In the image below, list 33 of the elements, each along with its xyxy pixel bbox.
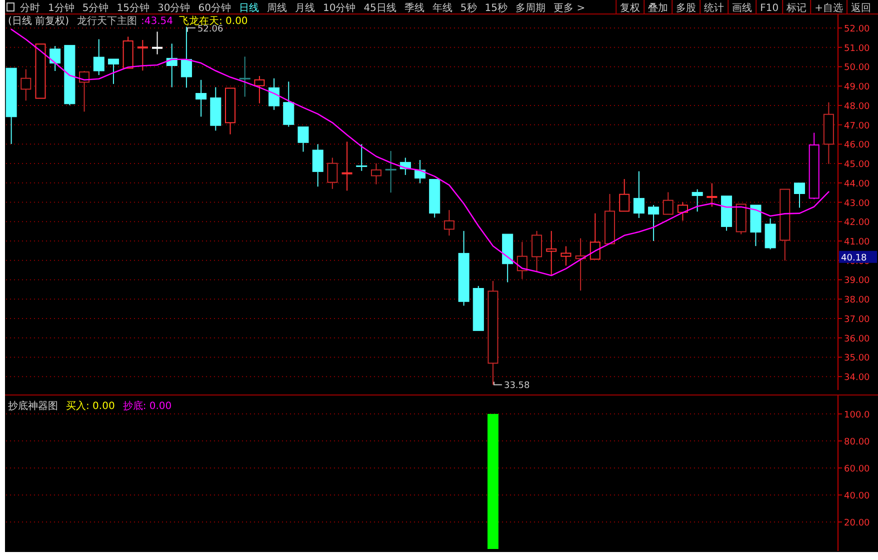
y-tick-label: 36.00: [844, 334, 870, 344]
y-tick-label: 39.00: [844, 276, 870, 286]
annotation: 买入: 0.00: [66, 400, 115, 412]
y-tick-label: 50.00: [844, 63, 870, 74]
y-tick-label: 42.00: [844, 218, 870, 228]
y-tick-label: 48.00: [844, 102, 870, 112]
y-tick-label: 45.00: [844, 160, 870, 170]
y-tick-label: 41.00: [844, 238, 870, 248]
y-tick-label: 100.0: [844, 410, 870, 420]
y-tick-label: 52.00: [844, 24, 870, 34]
toolbar: 分时 1分钟 5分钟 15分钟 30分钟 60分钟 日线 周线 月线 10分钟 45日线 季线 年线 5秒 15秒 多周期 更多 > 复权 叠加 多股 统计 画线 F10 标记 +自选 返回: [6, 0, 871, 14]
y-tick-label: 46.00: [844, 140, 870, 151]
y-tick-label: 49.00: [844, 82, 870, 93]
y-tick-label: 20.00: [844, 518, 870, 528]
legend: 抄底神器图: [8, 401, 58, 412]
annotation: 52.06: [197, 24, 224, 34]
annotation: 抄底: 0.00: [122, 400, 172, 412]
y-tick-label: 60.00: [844, 464, 870, 474]
extreme-note: 33.58: [493, 381, 530, 392]
y-tick-label: 40.00: [844, 491, 870, 502]
y-tick-label: 38.00: [844, 296, 870, 306]
legend: (日线 前复权) 龙行天下主图: [8, 16, 137, 27]
y-tick-label: 47.00: [844, 121, 870, 132]
y-tick-label: 34.00: [844, 373, 870, 384]
y-tick-label: 51.00: [844, 44, 870, 54]
y-tick-label: 37.00: [844, 314, 870, 325]
y-tick-label: 43.00: [844, 198, 870, 209]
annotation: :43.54: [140, 16, 173, 27]
y-tick-label: 80.00: [844, 437, 870, 448]
y-tick-label: 44.00: [844, 179, 870, 190]
annotation: 33.58: [504, 381, 530, 392]
extreme-note: 52.06: [186, 24, 224, 34]
y-tick-label: 35.00: [844, 354, 870, 364]
